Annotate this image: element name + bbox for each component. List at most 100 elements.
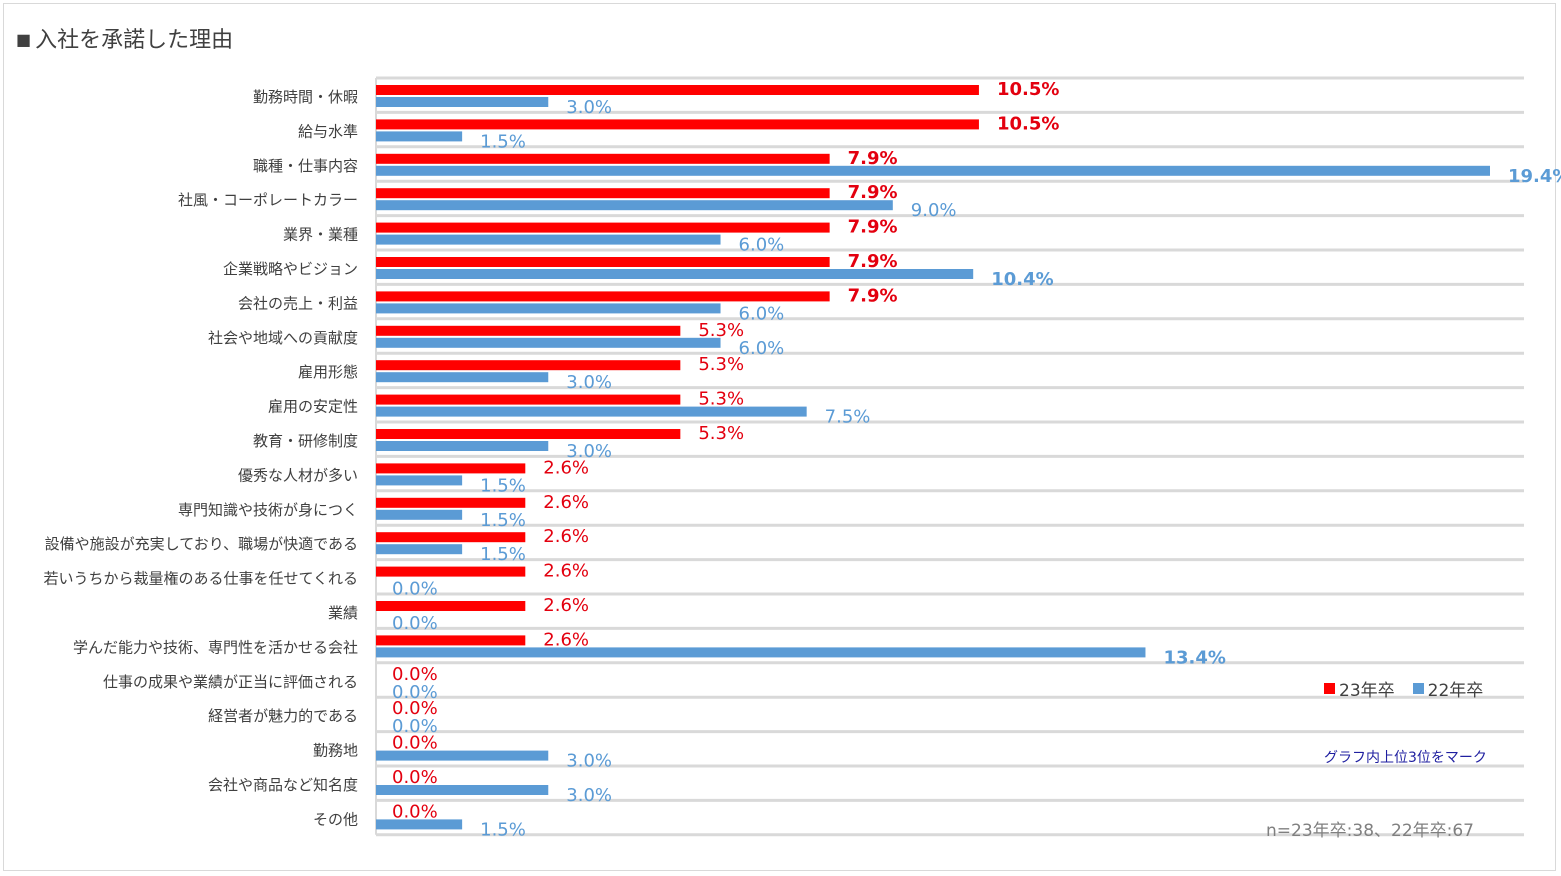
category-label: 勤務時間・休暇 — [253, 88, 358, 106]
category-label: 社風・コーポレートカラー — [178, 191, 358, 209]
data-label-23: 7.9% — [848, 251, 898, 272]
bar-22 — [376, 544, 463, 555]
bar-22 — [376, 97, 549, 107]
data-label-22: 3.0% — [566, 372, 612, 393]
bar-23 — [376, 463, 526, 474]
bar-23 — [376, 85, 979, 95]
bar-23 — [376, 635, 526, 646]
bar-23 — [376, 325, 681, 336]
data-label-22: 3.0% — [566, 441, 612, 462]
bar-23 — [376, 360, 681, 371]
data-label-22: 7.5% — [825, 407, 871, 428]
data-label-22: 3.0% — [566, 751, 612, 772]
bar-23 — [376, 601, 526, 611]
category-label: 会社の売上・利益 — [238, 294, 358, 312]
data-label-23: 2.6% — [543, 595, 589, 616]
bar-23 — [376, 429, 681, 439]
data-label-23: 0.0% — [392, 664, 438, 685]
category-label: 若いうちから裁量権のある仕事を任せてくれる — [43, 570, 358, 588]
bar-22 — [376, 372, 549, 383]
bar-22 — [376, 819, 463, 830]
chart-frame — [3, 3, 1556, 871]
data-label-22: 3.0% — [566, 97, 612, 118]
bar-23 — [376, 394, 681, 405]
data-label-23: 5.3% — [698, 389, 744, 410]
data-label-23: 5.3% — [698, 354, 744, 375]
bar-22 — [376, 337, 721, 348]
data-label-23: 7.9% — [848, 285, 898, 306]
data-label-23: 7.9% — [848, 182, 898, 203]
legend-label-23: 23年卒 — [1339, 681, 1395, 701]
category-label: 社会や地域への貢献度 — [208, 329, 358, 347]
category-label: 設備や施設が充実しており、職場が快適である — [45, 535, 358, 553]
data-label-23: 0.0% — [392, 801, 438, 822]
chart-title: ■ 入社を承諾した理由 — [16, 22, 233, 54]
category-label: 給与水準 — [298, 122, 358, 140]
bar-22 — [376, 509, 463, 520]
bar-22 — [376, 131, 463, 142]
data-label-23: 2.6% — [543, 457, 589, 478]
category-label: 勤務地 — [313, 742, 358, 760]
sample-size: n=23年卒:38、22年卒:67 — [1266, 821, 1475, 841]
category-label: 教育・研修制度 — [253, 432, 358, 450]
bar-23 — [376, 497, 526, 508]
data-label-23: 2.6% — [543, 526, 589, 547]
legend-swatch-22 — [1412, 683, 1424, 694]
data-label-22: 0.0% — [392, 682, 438, 703]
data-label-22: 1.5% — [480, 510, 526, 531]
category-label: その他 — [313, 810, 358, 828]
bar-22 — [376, 200, 893, 211]
data-label-22: 19.4% — [1508, 166, 1561, 187]
category-label: 優秀な人材が多い — [238, 466, 358, 484]
data-label-22: 13.4% — [1163, 647, 1225, 668]
data-label-23: 7.9% — [848, 148, 898, 169]
bar-22 — [376, 441, 549, 451]
bar-22 — [376, 165, 1490, 176]
data-label-22: 1.5% — [480, 819, 526, 840]
category-label: 企業戦略やビジョン — [223, 260, 358, 278]
data-label-22: 3.0% — [566, 785, 612, 806]
bar-22 — [376, 406, 807, 417]
bar-22 — [376, 303, 721, 314]
data-label-22: 0.0% — [392, 716, 438, 737]
bar-23 — [376, 566, 526, 577]
legend-item-22: 22年卒 — [1412, 676, 1484, 701]
category-label: 会社や商品など知名度 — [208, 776, 358, 794]
data-label-23: 5.3% — [698, 423, 744, 444]
bar-23 — [376, 119, 979, 130]
data-label-22: 1.5% — [480, 131, 526, 152]
legend-swatch-23 — [1324, 683, 1335, 694]
bar-23 — [376, 291, 830, 302]
data-label-22: 6.0% — [739, 235, 785, 256]
title-marker: ■ — [16, 30, 32, 49]
data-label-22: 1.5% — [480, 544, 526, 565]
data-label-23: 10.5% — [997, 79, 1059, 100]
data-label-23: 2.6% — [543, 492, 589, 513]
bar-22 — [376, 234, 721, 245]
data-label-23: 0.0% — [392, 767, 438, 788]
bar-23 — [376, 188, 830, 199]
data-label-23: 5.3% — [698, 320, 744, 341]
category-label: 職種・仕事内容 — [253, 157, 358, 175]
legend-label-22: 22年卒 — [1427, 681, 1484, 701]
data-label-22: 1.5% — [480, 475, 526, 496]
data-label-23: 10.5% — [997, 113, 1059, 134]
data-label-22: 0.0% — [392, 613, 438, 634]
data-label-22: 10.4% — [991, 269, 1053, 290]
title-text: 入社を承諾した理由 — [35, 28, 234, 53]
category-label: 業界・業種 — [283, 226, 358, 244]
data-label-23: 2.6% — [543, 561, 589, 582]
bar-22 — [376, 475, 463, 486]
bar-23 — [376, 257, 830, 267]
legend-item-23: 23年卒 — [1324, 676, 1395, 701]
data-label-23: 0.0% — [392, 733, 438, 754]
data-label-23: 2.6% — [543, 629, 589, 650]
bar-23 — [376, 222, 830, 233]
bar-22 — [376, 750, 549, 761]
top3-note: グラフ内上位3位をマーク — [1324, 750, 1487, 766]
bar-23 — [376, 532, 526, 543]
category-label: 仕事の成果や業績が正当に評価される — [103, 673, 358, 691]
data-label-23: 0.0% — [392, 698, 438, 719]
data-label-23: 7.9% — [848, 217, 898, 238]
